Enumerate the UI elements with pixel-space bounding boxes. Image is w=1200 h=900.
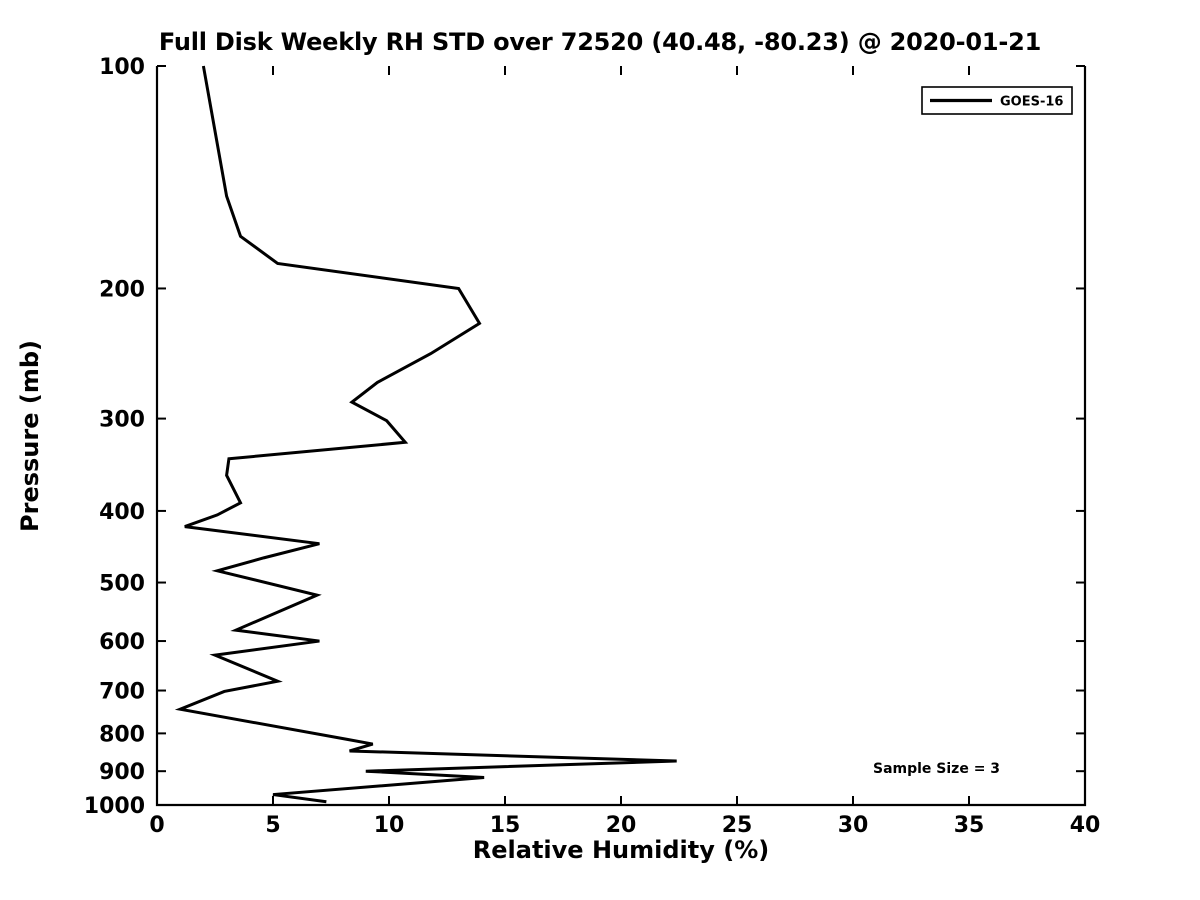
annotations-group: Sample Size = 3 bbox=[873, 761, 1000, 777]
y-tick-label: 500 bbox=[99, 572, 145, 597]
x-tick-label: 25 bbox=[722, 813, 753, 838]
page-title: Full Disk Weekly RH STD over 72520 (40.4… bbox=[158, 28, 1042, 56]
y-tick-label: 900 bbox=[99, 760, 145, 785]
y-tick-label: 100 bbox=[99, 55, 145, 80]
y-tick-label: 300 bbox=[99, 408, 145, 433]
y-tick-label: 700 bbox=[99, 680, 145, 705]
x-tick-label: 15 bbox=[490, 813, 521, 838]
x-tick-label: 0 bbox=[149, 813, 164, 838]
x-tick-label: 40 bbox=[1070, 813, 1101, 838]
y-axis-title: Pressure (mb) bbox=[16, 340, 44, 532]
y-tick-label: 600 bbox=[99, 630, 145, 655]
y-tick-label: 200 bbox=[99, 277, 145, 302]
x-tick-label: 10 bbox=[374, 813, 405, 838]
y-axis-ticks: 100 200 300 400 500 600 700 800 900 1000 bbox=[84, 55, 1085, 819]
sample-size-annotation: Sample Size = 3 bbox=[873, 761, 1000, 777]
y-tick-label: 400 bbox=[99, 500, 145, 525]
y-tick-label: 800 bbox=[99, 722, 145, 747]
legend-label: GOES-16 bbox=[1000, 95, 1063, 110]
series-line-goes-16 bbox=[174, 65, 677, 804]
x-axis-ticks: 0 5 10 15 20 25 30 35 40 bbox=[149, 66, 1100, 838]
plot-axes bbox=[155, 66, 1087, 807]
x-tick-label: 30 bbox=[838, 813, 869, 838]
x-tick-label: 20 bbox=[606, 813, 637, 838]
x-tick-label: 35 bbox=[954, 813, 985, 838]
x-tick-label: 5 bbox=[265, 813, 280, 838]
axes-frame bbox=[155, 66, 1087, 807]
data-series-group bbox=[174, 65, 677, 804]
x-axis-title: Relative Humidity (%) bbox=[473, 836, 769, 864]
y-tick-label: 1000 bbox=[84, 794, 145, 819]
legend[interactable]: GOES-16 bbox=[921, 86, 1073, 115]
